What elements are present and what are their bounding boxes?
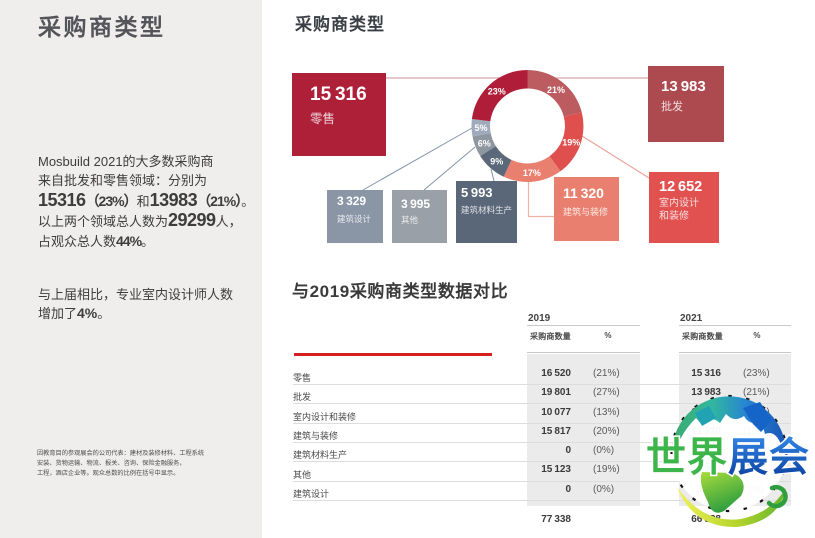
svg-text:19%: 19% (562, 137, 580, 147)
svg-text:23%: 23% (488, 87, 506, 97)
svg-text:17%: 17% (523, 168, 541, 178)
svg-text:9%: 9% (490, 156, 503, 166)
svg-text:展会: 展会 (728, 436, 810, 480)
svg-text:6%: 6% (478, 139, 491, 149)
svg-text:21%: 21% (547, 85, 565, 95)
svg-text:世界: 世界 (646, 436, 728, 480)
svg-text:5%: 5% (474, 123, 487, 133)
